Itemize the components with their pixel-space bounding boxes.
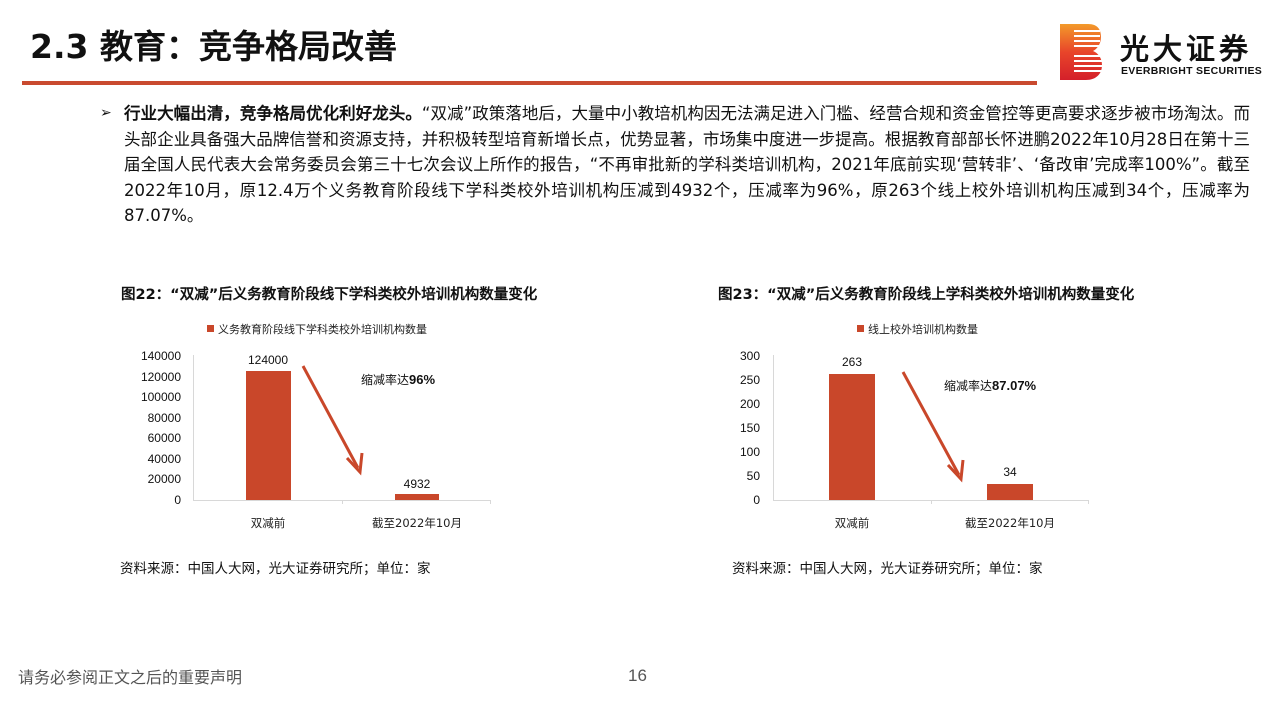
- bar-oct-2022: [987, 484, 1033, 500]
- y-tick: 150: [739, 421, 760, 435]
- x-category-label: 截至2022年10月: [965, 516, 1055, 530]
- x-category-label: 截至2022年10月: [372, 516, 462, 530]
- annotation-value: 96%: [409, 372, 436, 387]
- x-tick-mark: [490, 500, 491, 504]
- figure-23-title: 图23：“双减”后义务教育阶段线上学科类校外培训机构数量变化: [718, 287, 1135, 303]
- y-tick: 100: [739, 445, 760, 459]
- bar-oct-2022: [395, 494, 439, 500]
- y-tick: 0: [174, 493, 181, 507]
- legend-label: 线上校外培训机构数量: [868, 323, 978, 336]
- chart-legend: 线上校外培训机构数量: [857, 321, 978, 337]
- bullet-arrow-icon: ➢: [100, 105, 112, 121]
- annotation-prefix: 缩减率达: [361, 373, 410, 387]
- bar-value-label: 34: [1003, 465, 1017, 479]
- bar-value-label: 263: [841, 355, 863, 369]
- bar-value-label: 124000: [247, 353, 289, 367]
- y-tick: 140000: [140, 349, 181, 363]
- bar-before: [246, 371, 291, 500]
- y-tick: 20000: [147, 472, 181, 486]
- legend-label: 义务教育阶段线下学科类校外培训机构数量: [218, 323, 427, 336]
- everbright-b-logo-icon: [1060, 24, 1102, 80]
- bar-before: [829, 374, 875, 500]
- paragraph-text: 行业大幅出清，竞争格局优化利好龙头。“双减”政策落地后，大量中小教培机构因无法满…: [124, 101, 1250, 229]
- y-axis: [773, 355, 774, 500]
- disclaimer-note: 请务必参阅正文之后的重要声明: [18, 668, 243, 687]
- legend-swatch: [207, 325, 214, 332]
- y-tick: 100000: [140, 390, 181, 404]
- y-tick: 200: [739, 397, 760, 411]
- company-logo: 光大证券 EVERBRIGHT SECURITIES: [1060, 24, 1270, 82]
- page-number: 16: [628, 666, 647, 685]
- paragraph-lead: 行业大幅出清，竞争格局优化利好龙头。: [124, 104, 422, 123]
- legend-swatch: [857, 325, 864, 332]
- x-tick-mark: [342, 500, 343, 504]
- annotation-value: 87.07%: [992, 378, 1037, 393]
- x-category-label: 双减前: [250, 516, 286, 530]
- x-tick-mark: [1088, 500, 1089, 504]
- reduction-annotation: 缩减率达96%: [361, 371, 435, 388]
- x-category-label: 双减前: [834, 516, 870, 530]
- x-tick-mark: [931, 500, 932, 504]
- bullet-paragraph: ➢ 行业大幅出清，竞争格局优化利好龙头。“双减”政策落地后，大量中小教培机构因无…: [100, 101, 1250, 229]
- figure-23-source: 资料来源：中国人大网，光大证券研究所；单位：家: [732, 561, 1043, 577]
- y-tick: 120000: [140, 370, 181, 384]
- y-tick: 60000: [147, 431, 181, 445]
- page-title: 2.3 教育：竞争格局改善: [30, 27, 397, 66]
- y-tick: 300: [739, 349, 760, 363]
- logo-name-cn: 光大证券: [1120, 32, 1253, 66]
- y-tick: 40000: [147, 452, 181, 466]
- reduction-annotation: 缩减率达87.07%: [944, 377, 1036, 394]
- y-axis: [193, 355, 194, 500]
- bar-value-label: 4932: [403, 477, 431, 491]
- figure-22-source: 资料来源：中国人大网，光大证券研究所；单位：家: [120, 561, 431, 577]
- y-tick: 80000: [147, 411, 181, 425]
- logo-name-en: EVERBRIGHT SECURITIES: [1121, 65, 1263, 77]
- y-tick: 250: [739, 373, 760, 387]
- annotation-prefix: 缩减率达: [944, 379, 993, 393]
- y-tick: 50: [746, 469, 760, 483]
- y-tick: 0: [753, 493, 760, 507]
- figure-22-title: 图22：“双减”后义务教育阶段线下学科类校外培训机构数量变化: [121, 287, 538, 303]
- title-divider: [22, 81, 1037, 85]
- chart-legend: 义务教育阶段线下学科类校外培训机构数量: [207, 321, 427, 337]
- paragraph-body: “双减”政策落地后，大量中小教培机构因无法满足进入门槛、经营合规和资金管控等更高…: [124, 104, 1250, 225]
